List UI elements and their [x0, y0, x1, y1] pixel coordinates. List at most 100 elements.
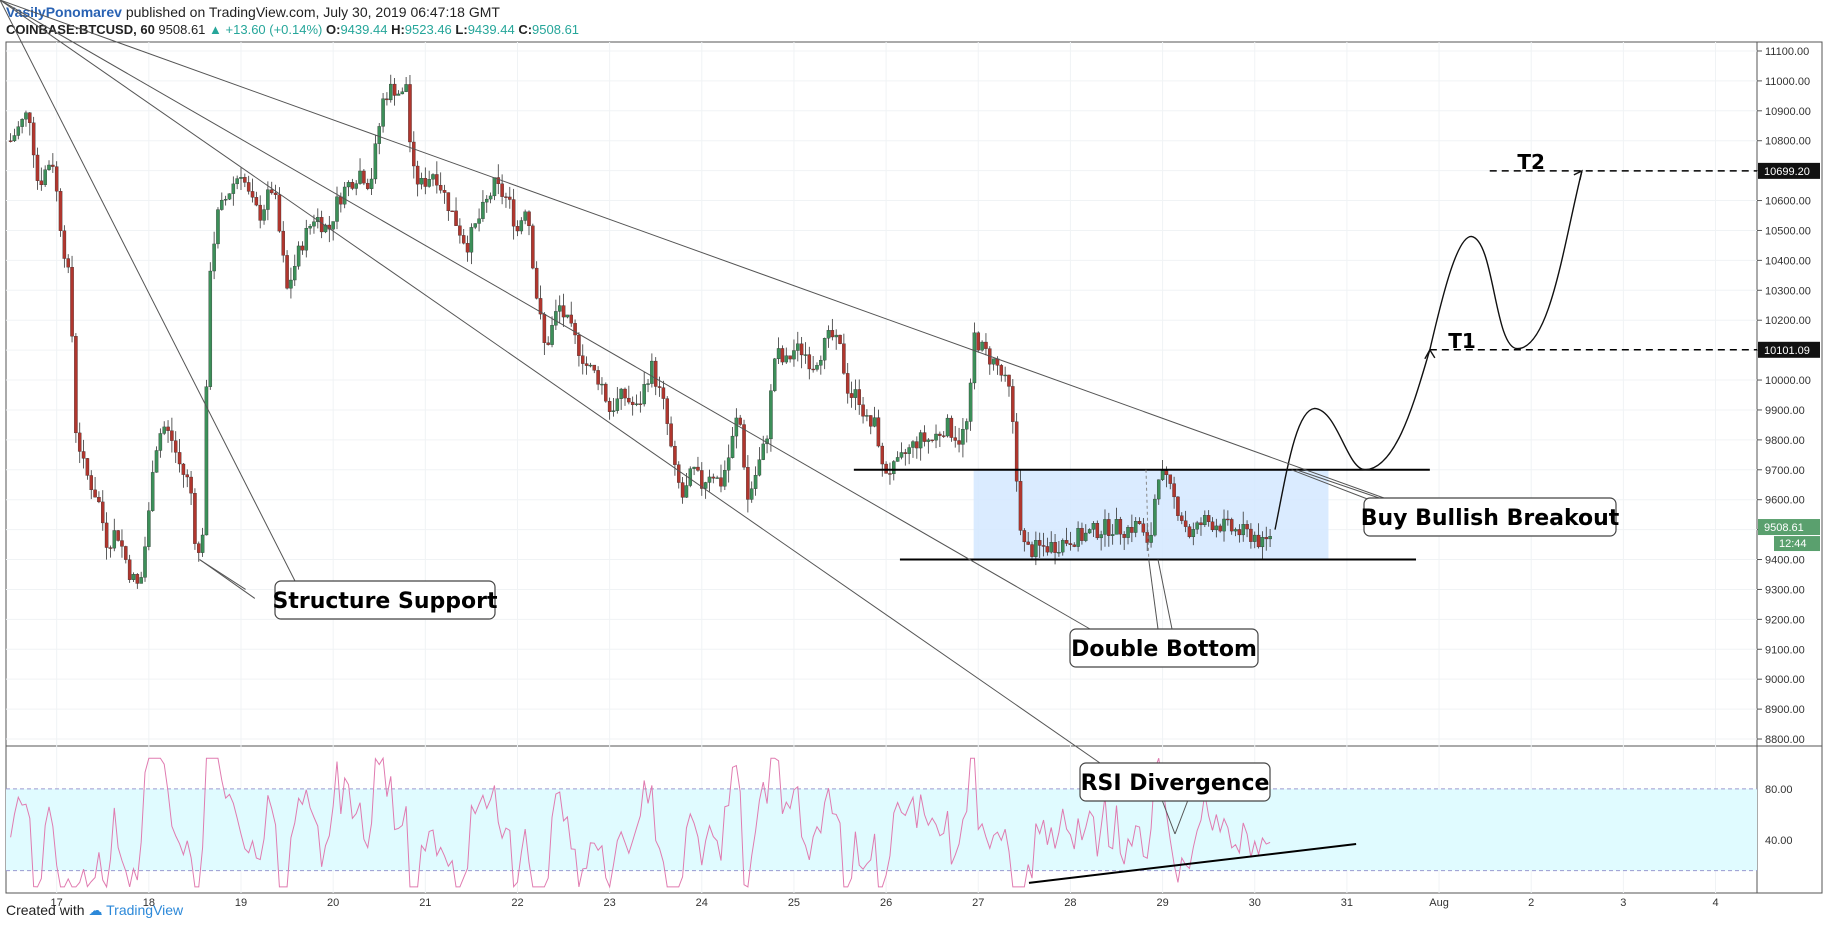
time-tick-label: 25: [788, 897, 800, 909]
candle-body: [1145, 532, 1149, 543]
candle-body: [1034, 540, 1038, 557]
candle-body: [220, 199, 224, 210]
candle-body: [346, 182, 351, 188]
candle-body: [811, 368, 815, 371]
candle-body: [630, 401, 635, 405]
candle-body: [861, 404, 865, 417]
price-badge-sub-label: 12:44: [1779, 538, 1807, 550]
callout-pointer: [1174, 799, 1189, 835]
price-tick-label: 8900.00: [1765, 704, 1805, 716]
time-tick-label: 28: [1064, 897, 1076, 909]
candle-body: [89, 475, 93, 491]
candle-body: [1133, 521, 1138, 533]
candle-body: [39, 180, 44, 186]
candle-body: [703, 482, 708, 489]
candle-body: [1049, 542, 1053, 553]
candle-body: [534, 267, 539, 299]
candle-body: [116, 530, 120, 541]
candle-body: [431, 174, 435, 180]
symbol-label[interactable]: COINBASE:BTCUSD, 60: [6, 22, 155, 37]
candle-body: [435, 174, 439, 186]
candle-body: [903, 452, 908, 454]
candle-body: [1195, 522, 1199, 530]
price-tick-label: 10500.00: [1765, 225, 1811, 237]
candle-body: [323, 224, 328, 233]
candle-body: [930, 439, 934, 442]
candle-body: [976, 332, 981, 351]
candle-body: [1118, 519, 1123, 535]
last-price: 9508.61: [158, 22, 206, 37]
candle-body: [246, 182, 251, 192]
candle-body: [819, 359, 823, 366]
candle-body: [868, 415, 873, 427]
time-tick-label: 4: [1712, 897, 1718, 909]
candle-body: [1218, 525, 1222, 532]
candle-body: [43, 169, 47, 186]
price-badge: [1758, 162, 1820, 179]
candle-body: [158, 433, 163, 451]
callout-pointer: [1296, 469, 1386, 501]
candle-body: [500, 183, 504, 197]
time-tick-label: 21: [419, 897, 431, 909]
candle-body: [895, 457, 900, 462]
candle-body: [208, 270, 213, 387]
tradingview-brand[interactable]: TradingView: [106, 902, 184, 918]
candle-body: [147, 510, 151, 547]
candle-body: [308, 225, 312, 229]
candle-body: [776, 348, 781, 360]
candle-body: [1057, 551, 1061, 554]
candle-body: [124, 546, 128, 560]
candle-body: [335, 196, 339, 222]
candle-body: [1130, 527, 1134, 533]
candle-body: [77, 432, 82, 452]
candle-body: [730, 435, 735, 458]
candle-body: [899, 452, 904, 458]
candle-body: [150, 472, 155, 511]
price-tick-label: 9800.00: [1765, 435, 1805, 447]
candle-body: [1107, 519, 1111, 536]
candle-body: [1183, 520, 1188, 527]
candle-body: [154, 450, 159, 473]
price-tick-label: 9000.00: [1765, 674, 1805, 686]
price-tick-label: 9100.00: [1765, 644, 1805, 656]
candle-body: [773, 358, 777, 391]
rsi-band: [6, 788, 1757, 871]
candle-body: [35, 154, 40, 181]
candle-body: [1072, 544, 1077, 547]
author-link[interactable]: VasilyPonomarev: [6, 4, 122, 20]
candle-body: [381, 98, 385, 127]
candle-body: [857, 389, 861, 405]
candle-body: [488, 195, 493, 200]
candle-body: [385, 98, 389, 101]
candle-body: [354, 183, 358, 189]
candle-body: [803, 354, 808, 356]
tradingview-logo-icon[interactable]: ☁: [88, 902, 103, 918]
candle-body: [127, 559, 132, 580]
candle-body: [918, 432, 923, 449]
candle-body: [830, 330, 835, 338]
candle-body: [734, 417, 739, 437]
candle-body: [108, 547, 113, 549]
candle-body: [749, 488, 754, 500]
candle-body: [369, 178, 374, 189]
candle-body: [746, 467, 750, 500]
candle-body: [1237, 529, 1242, 536]
rsi-level-label: 40.00: [1765, 835, 1793, 847]
candle-body: [273, 192, 278, 195]
candle-body: [504, 196, 508, 198]
candle-body: [446, 192, 451, 212]
candle-body: [607, 401, 612, 412]
price-change: ▲ +13.60 (+0.14%): [209, 22, 323, 37]
candle-body: [792, 350, 796, 360]
candle-body: [953, 437, 957, 441]
candle-body: [1045, 546, 1050, 553]
candle-body: [784, 355, 789, 363]
candle-body: [423, 178, 428, 187]
candle-body: [200, 534, 205, 553]
candle-body: [258, 204, 262, 221]
candle-body: [362, 170, 366, 184]
candle-body: [1168, 474, 1173, 484]
candle-body: [677, 464, 681, 483]
callout-pointer: [0, 0, 296, 582]
